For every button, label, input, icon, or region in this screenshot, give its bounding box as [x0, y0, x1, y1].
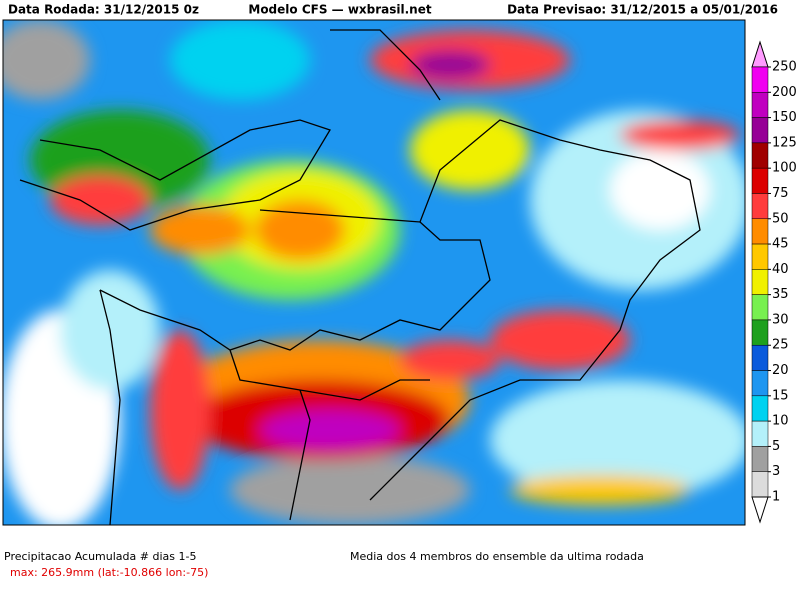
legend-label: 30 [772, 312, 789, 327]
legend-band [751, 117, 769, 144]
legend-label: 125 [772, 135, 797, 150]
legend-label: 50 [772, 211, 789, 226]
legend-band [751, 395, 769, 422]
legend-label: 200 [772, 85, 797, 100]
footer-max: max: 265.9mm (lat:-10.866 lon:-75) [10, 566, 208, 579]
legend-band [751, 142, 769, 169]
legend-top-arrow [751, 40, 769, 68]
legend-label: 15 [772, 388, 789, 403]
legend-label: 40 [772, 262, 789, 277]
legend-label: 1 [772, 490, 780, 505]
color-legend: 250 200 150 125 100 75 50 45 40 35 30 25 20 15 10 5 3 1 [751, 40, 797, 524]
legend-band [751, 319, 769, 346]
header-left: Data Rodada: 31/12/2015 0z [8, 3, 199, 17]
header-right: Data Previsao: 31/12/2015 a 05/01/2016 [507, 3, 778, 17]
legend-bottom-arrow [751, 496, 769, 524]
legend-label: 100 [772, 161, 797, 176]
footer-subtitle: Media dos 4 membros do ensemble da ultim… [350, 550, 644, 563]
legend-band [751, 420, 769, 447]
precip-map [3, 20, 745, 525]
header-center: Modelo CFS — wxbrasil.net [248, 3, 431, 17]
legend-band [751, 243, 769, 270]
legend-band [751, 446, 769, 472]
map-frame [2, 19, 746, 526]
legend-band [751, 218, 769, 245]
legend-band [751, 344, 769, 371]
legend-band [751, 66, 769, 93]
legend-label: 45 [772, 237, 789, 252]
legend-band [751, 294, 769, 321]
legend-band [751, 471, 769, 498]
legend-label: 150 [772, 110, 797, 125]
legend-label: 75 [772, 186, 789, 201]
legend-label: 20 [772, 363, 789, 378]
legend-band [751, 92, 769, 118]
footer-title: Precipitacao Acumulada # dias 1-5 [4, 550, 196, 563]
legend-label: 25 [772, 338, 789, 353]
legend-label: 3 [772, 464, 780, 479]
legend-label: 10 [772, 414, 789, 429]
legend-label: 5 [772, 439, 780, 454]
legend-label: 250 [772, 60, 797, 75]
legend-band [751, 167, 769, 194]
legend-label: 35 [772, 287, 789, 302]
legend-band [751, 269, 769, 295]
legend-band [751, 193, 769, 220]
legend-band [751, 370, 769, 397]
